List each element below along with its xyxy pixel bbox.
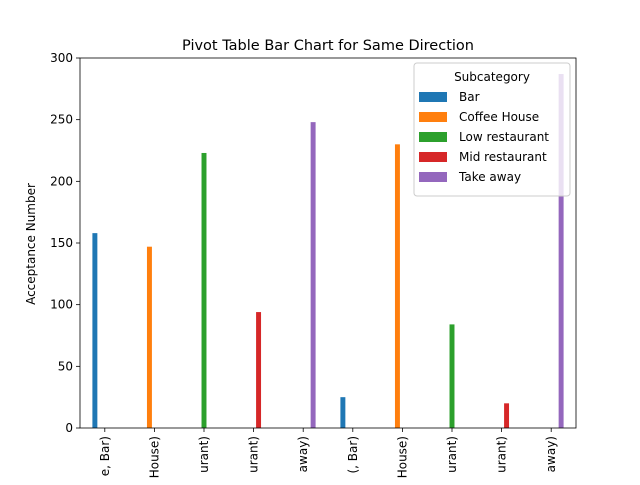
x-tick-label: urant) xyxy=(445,436,459,473)
bars-group xyxy=(92,74,564,428)
x-tick-label: away) xyxy=(296,436,310,472)
x-tick-label: urant) xyxy=(495,436,509,473)
legend-swatch xyxy=(419,112,447,122)
y-axis-label: Acceptance Number xyxy=(24,183,38,305)
legend-swatch xyxy=(419,172,447,182)
x-tick-label: away) xyxy=(544,436,558,472)
legend-swatch xyxy=(419,152,447,162)
bar xyxy=(394,144,400,428)
x-tick-label: House) xyxy=(147,436,161,478)
x-tick-label: urant) xyxy=(197,436,211,473)
bar xyxy=(558,74,564,428)
plot-area: 0 50 100 150 200 250 300 e, Bar) House) urant) ura… xyxy=(50,51,577,478)
legend-label: Low restaurant xyxy=(459,130,549,144)
legend-label: Take away xyxy=(458,170,521,184)
y-tick-label: 50 xyxy=(58,359,73,373)
y-tick-label: 200 xyxy=(50,174,73,188)
legend-swatch xyxy=(419,132,447,142)
y-tick-label: 100 xyxy=(50,298,73,312)
legend-title: Subcategory xyxy=(454,70,530,84)
y-tick-label: 300 xyxy=(50,51,73,65)
x-tick-label: urant) xyxy=(247,436,261,473)
bar xyxy=(146,246,152,428)
legend: Subcategory Bar Coffee House Low restauran… xyxy=(413,62,571,197)
x-tick-label: House) xyxy=(395,436,409,478)
bar xyxy=(201,152,207,428)
legend-label: Bar xyxy=(459,90,480,104)
chart-title: Pivot Table Bar Chart for Same Direction xyxy=(182,38,474,54)
bar xyxy=(340,397,346,428)
legend-label: Coffee House xyxy=(459,110,539,124)
y-tick-label: 0 xyxy=(65,421,73,435)
bar xyxy=(92,233,98,428)
bar xyxy=(310,122,316,428)
legend-swatch xyxy=(419,92,447,102)
x-tick-label: e, Bar) xyxy=(98,436,112,476)
bar xyxy=(256,312,262,428)
y-tick-label: 250 xyxy=(50,113,73,127)
legend-label: Mid restaurant xyxy=(459,150,547,164)
x-tick-label: (, Bar) xyxy=(346,436,360,474)
axes-frame xyxy=(79,57,577,429)
legend-frame xyxy=(413,62,571,197)
bar xyxy=(504,403,510,428)
y-tick-label: 150 xyxy=(50,236,73,250)
bar xyxy=(449,324,455,428)
